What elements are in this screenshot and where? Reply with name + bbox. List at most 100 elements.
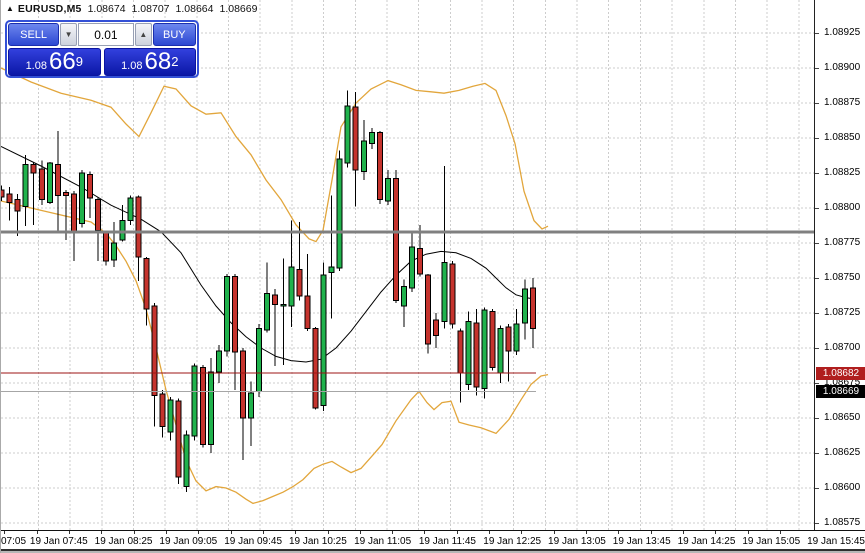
- candle-body: [336, 158, 343, 269]
- sell-button[interactable]: SELL: [8, 23, 60, 46]
- sell-price-pips: 66: [48, 48, 76, 75]
- price-axis-tick: [815, 242, 819, 244]
- price-axis-label: 1.08725: [824, 307, 861, 318]
- price-badge: 1.08682: [816, 366, 865, 380]
- candle-body: [352, 106, 359, 171]
- candle-body: [505, 326, 512, 352]
- price-axis-label: 1.08775: [824, 237, 861, 248]
- candle-body: [401, 285, 407, 307]
- price-axis-tick: [815, 137, 819, 139]
- time-axis-tick: [586, 531, 588, 534]
- time-axis-tick: [36, 531, 38, 534]
- time-axis-tick: [359, 531, 361, 534]
- candle-body: [481, 309, 488, 390]
- candle-body: [368, 131, 375, 145]
- candle-body: [87, 173, 94, 199]
- volume-decrease-button[interactable]: ▼: [60, 23, 77, 46]
- ohlc-high: 1.08707: [131, 3, 170, 15]
- candle-body: [183, 434, 190, 488]
- candle-body: [529, 287, 536, 329]
- candle-body: [6, 193, 13, 203]
- candle-body: [344, 105, 351, 164]
- candle-body: [256, 327, 263, 392]
- buy-button[interactable]: BUY: [152, 23, 196, 46]
- chart-header: ▲ EURUSD,M5 1.08674 1.08707 1.08664 1.08669: [6, 3, 257, 15]
- time-axis-tick: [165, 531, 167, 534]
- candle-body: [409, 246, 416, 289]
- symbol-expand-icon[interactable]: ▲: [6, 4, 14, 13]
- price-axis-tick: [815, 277, 819, 279]
- price-axis-tick: [815, 382, 819, 384]
- price-axis-label: 1.08900: [824, 62, 861, 73]
- ohlc-close: 1.08669: [219, 3, 258, 15]
- candle-body: [280, 304, 287, 307]
- price-axis-tick: [815, 207, 819, 209]
- buy-price-display[interactable]: 1.08 68 2: [103, 48, 196, 76]
- candle-body: [151, 305, 158, 397]
- time-axis-label: 19 Jan 10:25: [288, 536, 347, 547]
- candle-body: [70, 193, 77, 233]
- price-axis[interactable]: 1.08925 1.08900 1.08875 1.08850 1.08825 1.088…: [814, 0, 865, 530]
- candle-body: [191, 365, 198, 437]
- candle-body: [425, 274, 432, 345]
- candle-body: [465, 320, 472, 385]
- time-axis-label: 19 Jan 12:25: [483, 536, 542, 547]
- volume-input[interactable]: [77, 23, 134, 46]
- price-axis-tick: [815, 312, 819, 314]
- symbol-timeframe-label: EURUSD,M5: [17, 3, 82, 15]
- candle-body: [1, 189, 5, 198]
- candle-body: [111, 242, 118, 261]
- candle-body: [312, 327, 319, 409]
- ohlc-open: 1.08674: [87, 3, 126, 15]
- time-axis-tick: [327, 531, 329, 534]
- candle-body: [417, 248, 424, 275]
- candle-body: [272, 294, 279, 306]
- chart-canvas[interactable]: [1, 0, 814, 530]
- bollinger-upper-band: [1, 67, 549, 243]
- candle-body: [360, 140, 367, 173]
- price-axis-label: 1.08575: [824, 517, 861, 528]
- price-axis-label: 1.08825: [824, 167, 861, 178]
- candle-body: [95, 199, 102, 231]
- candle-body: [264, 292, 271, 331]
- sell-price-display[interactable]: 1.08 66 9: [8, 48, 101, 76]
- price-axis-label: 1.08625: [824, 447, 861, 458]
- chart-area[interactable]: ▲ EURUSD,M5 1.08674 1.08707 1.08664 1.08669 S…: [1, 0, 814, 530]
- time-axis-label: 19 Jan 11:45: [418, 536, 476, 547]
- candle-body: [392, 178, 399, 301]
- time-axis-label: 07:05: [1, 536, 27, 547]
- candle-body: [449, 263, 456, 325]
- time-axis-label: 19 Jan 14:25: [677, 536, 736, 547]
- candle-body: [231, 276, 238, 353]
- sell-price-base: 1.08: [25, 60, 47, 72]
- price-axis-tick: [815, 417, 819, 419]
- candle-body: [248, 392, 255, 419]
- price-axis-label: 1.08650: [824, 412, 861, 423]
- time-axis-tick: [101, 531, 103, 534]
- volume-increase-button[interactable]: ▲: [134, 23, 152, 46]
- time-axis-tick: [230, 531, 232, 534]
- buy-price-base: 1.08: [121, 60, 143, 72]
- time-axis-label: 19 Jan 15:45: [807, 536, 865, 547]
- candle-body: [328, 266, 335, 273]
- time-axis[interactable]: 07:05 19 Jan 07:45 19 Jan 08:25 19 Jan 09:0…: [1, 530, 865, 553]
- candle-body: [79, 172, 85, 224]
- candle-body: [304, 295, 311, 329]
- candle-body: [376, 131, 383, 201]
- candle-body: [320, 274, 327, 406]
- candle-body: [513, 323, 520, 352]
- candle-body: [143, 257, 150, 310]
- candle-body: [135, 196, 142, 258]
- time-axis-label: 19 Jan 09:05: [159, 536, 218, 547]
- candle-body: [489, 311, 496, 369]
- candles: [1, 90, 536, 493]
- candle-body: [433, 319, 440, 336]
- candle-body: [223, 276, 230, 352]
- time-axis-tick: [650, 531, 652, 534]
- candle-body: [167, 399, 174, 433]
- time-axis-tick: [489, 531, 491, 534]
- time-axis-label: 19 Jan 07:45: [29, 536, 88, 547]
- time-axis-tick: [198, 531, 200, 534]
- candle-body: [54, 164, 61, 196]
